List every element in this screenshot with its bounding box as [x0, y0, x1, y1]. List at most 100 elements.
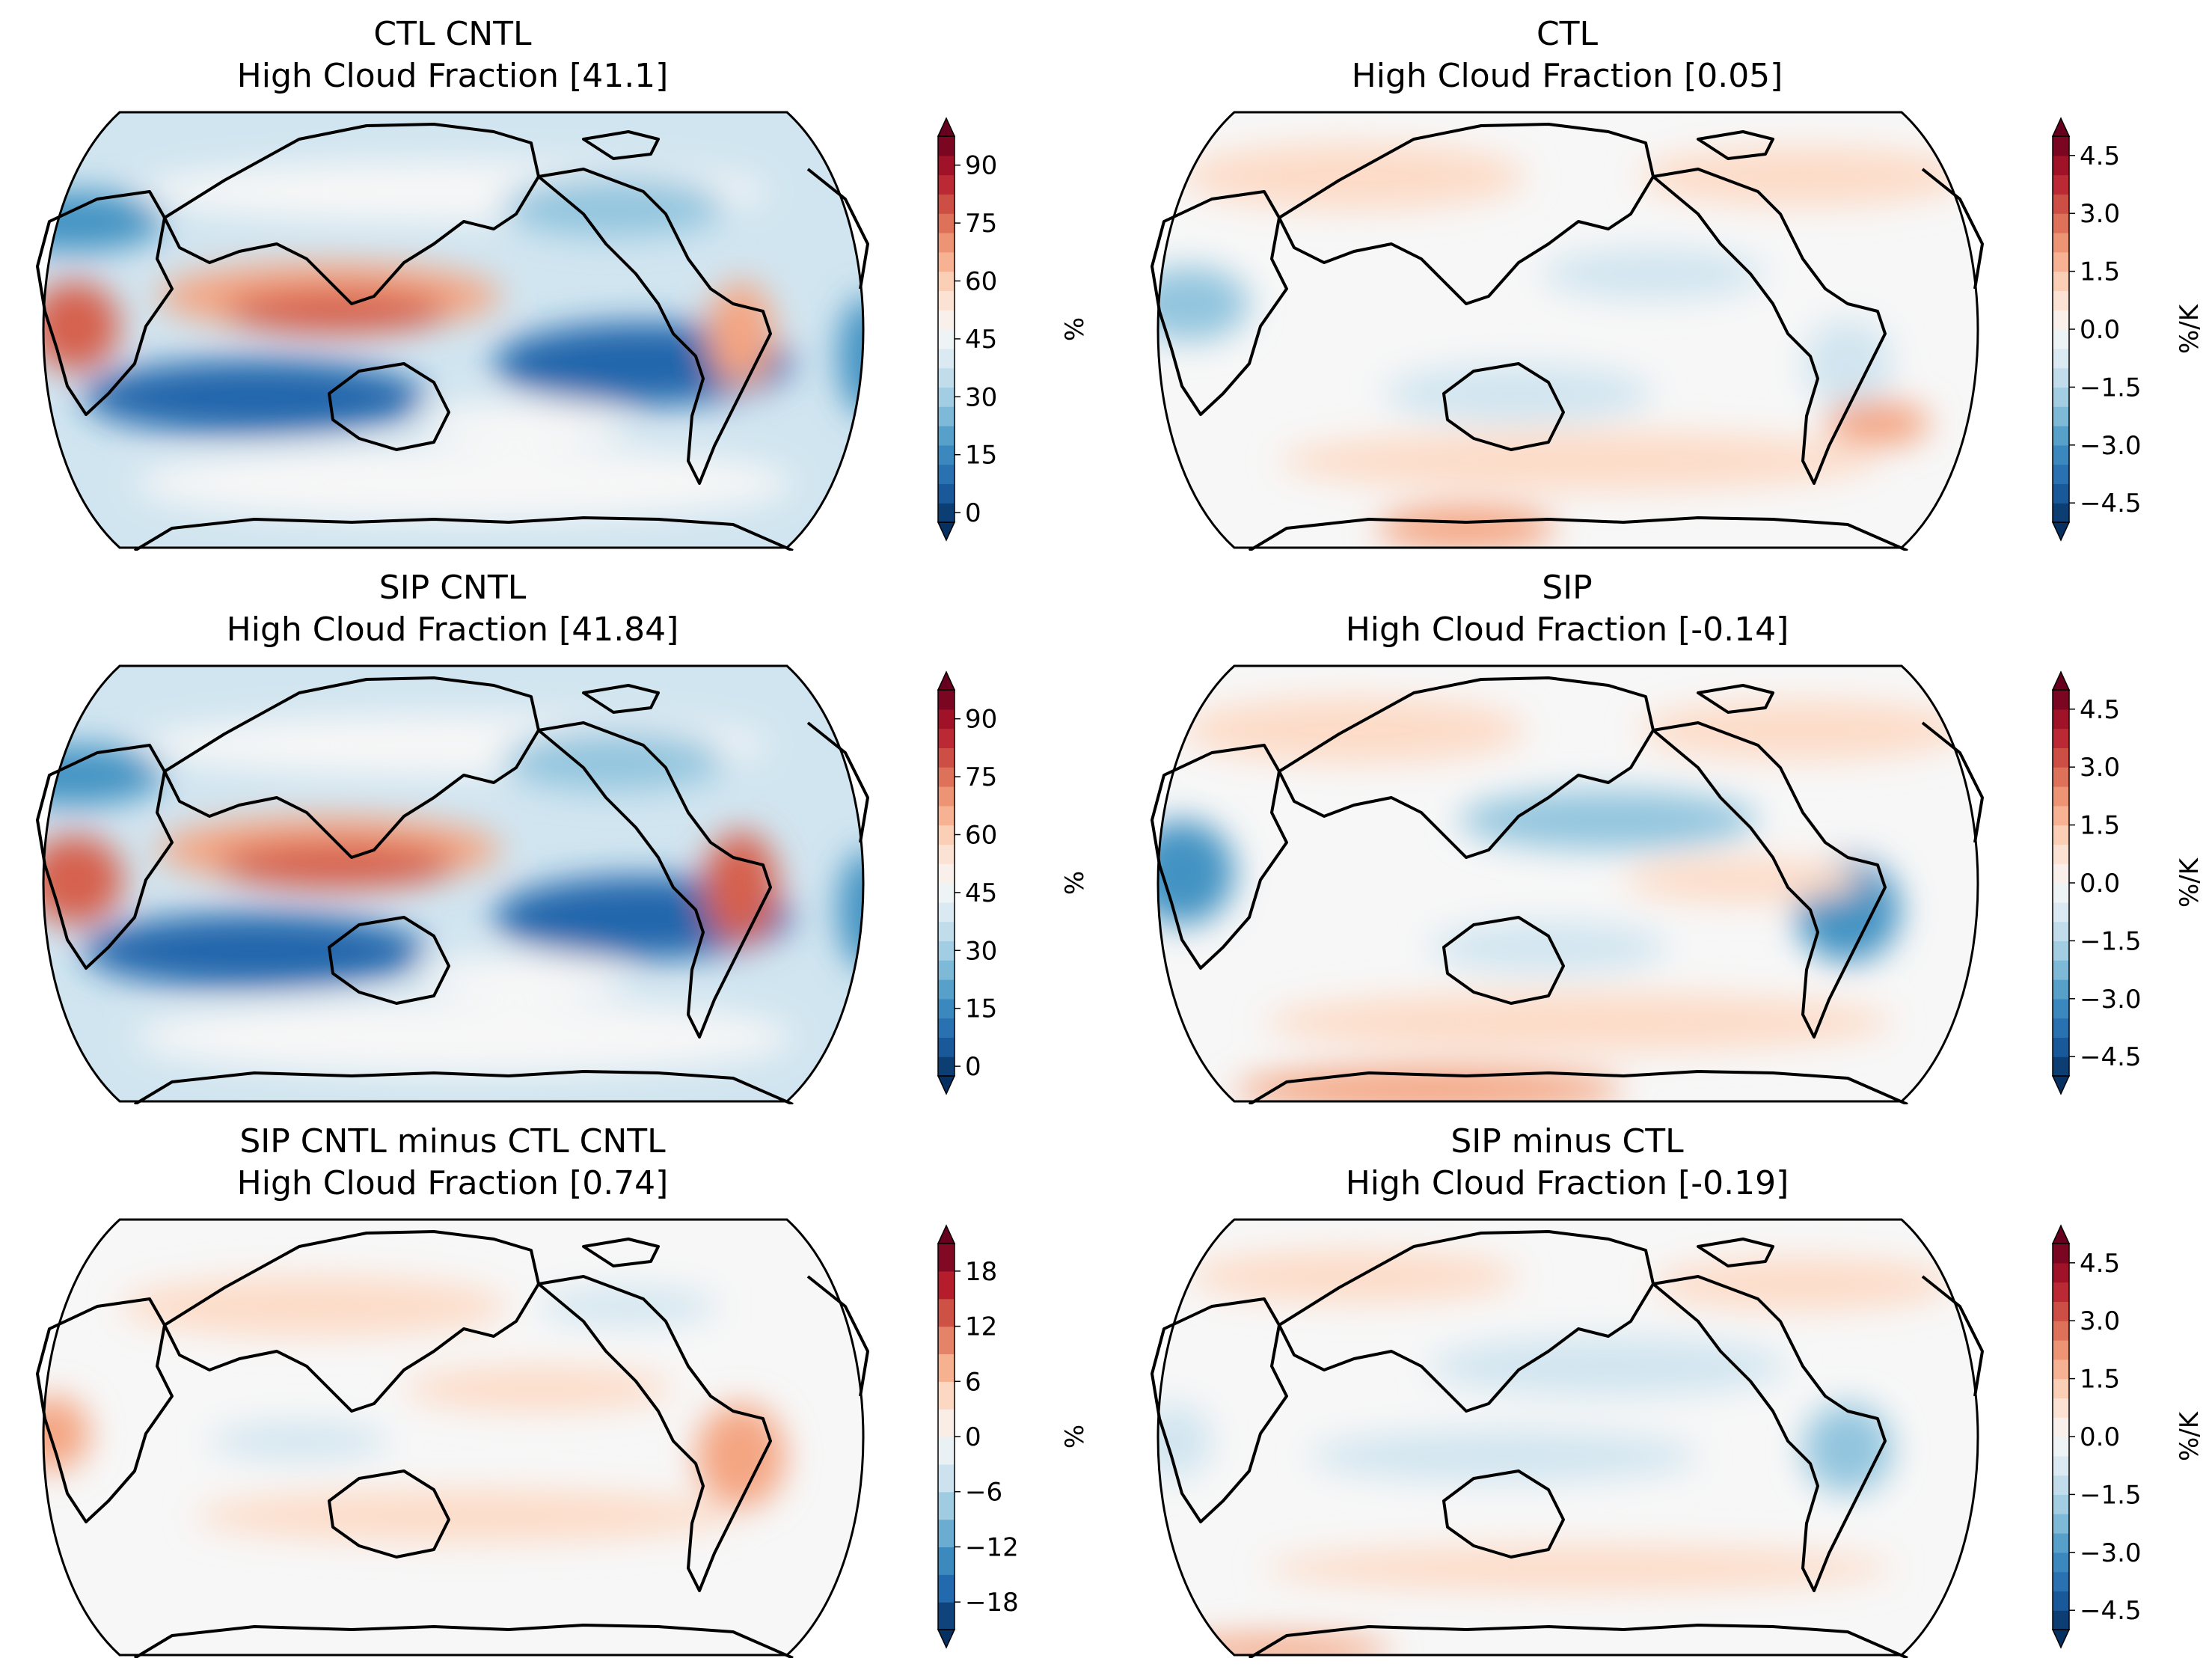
- colorbar-tick-label: 0.0: [2080, 315, 2120, 345]
- colorbar-segment: [2053, 406, 2069, 426]
- map-plot: [36, 664, 869, 1104]
- map-plot: [1151, 111, 1984, 551]
- map-plot: [1151, 664, 1984, 1104]
- panel-title: SIP High Cloud Fraction [-0.14]: [1115, 567, 2020, 651]
- colorbar-segment: [2053, 960, 2069, 980]
- colorbar-tick-label: −3.0: [2080, 431, 2142, 461]
- panel-title: SIP minus CTL High Cloud Fraction [-0.19…: [1115, 1121, 2020, 1205]
- colorbar-segment: [2053, 1321, 2069, 1341]
- panel-title: SIP CNTL High Cloud Fraction [41.84]: [0, 567, 905, 651]
- colorbar-tick-label: 15: [965, 994, 997, 1024]
- colorbar-segment: [2053, 1455, 2069, 1476]
- colorbar-segment: [938, 1354, 955, 1382]
- colorbar-segment: [2053, 844, 2069, 864]
- colorbar-tick-label: 3.0: [2080, 1306, 2120, 1336]
- colorbar-segment: [2053, 310, 2069, 330]
- panel-sip-minus-ctl: SIP minus CTL High Cloud Fraction [-0.19…: [1115, 1107, 2212, 1664]
- colorbar-segment: [938, 1491, 955, 1520]
- colorbar-segment: [2053, 1262, 2069, 1283]
- title-line-2: High Cloud Fraction [-0.19]: [1345, 1164, 1789, 1202]
- colorbar-segment: [938, 1381, 955, 1410]
- colorbar-segment: [2053, 1514, 2069, 1534]
- colorbar-segment: [938, 387, 955, 407]
- colorbar-segment: [938, 194, 955, 214]
- colorbar-segment: [938, 1409, 955, 1437]
- colorbar-segment: [2053, 329, 2069, 349]
- panel-title: SIP CNTL minus CTL CNTL High Cloud Fract…: [0, 1121, 905, 1205]
- colorbar-segment: [938, 786, 955, 807]
- colorbar-segment: [938, 136, 955, 156]
- colorbar-segment: [938, 1326, 955, 1355]
- colorbar-segment: [2053, 444, 2069, 465]
- colorbar-segment: [938, 728, 955, 748]
- colorbar-segment: [938, 503, 955, 523]
- colorbar-segment: [2053, 883, 2069, 903]
- colorbar-segment: [938, 1547, 955, 1575]
- colorbar-extend-max: [937, 1224, 956, 1244]
- colorbar-segment: [938, 271, 955, 291]
- panel-ctl: CTL High Cloud Fraction [0.05]: [1115, 0, 2212, 557]
- colorbar-tick-label: 60: [965, 267, 997, 297]
- colorbar-segment: [2053, 426, 2069, 446]
- colorbar-segment: [2053, 1591, 2069, 1611]
- colorbar-tick-label: 4.5: [2080, 695, 2120, 725]
- colorbar-tick-label: 75: [965, 762, 997, 792]
- colorbar-segment: [2053, 367, 2069, 388]
- map-plot: [36, 1218, 869, 1658]
- colorbar-tick-label: 0: [965, 1052, 981, 1082]
- colorbar-segment: [2053, 271, 2069, 291]
- colorbar-tick-label: −1.5: [2080, 926, 2142, 956]
- colorbar-tick-label: 75: [965, 209, 997, 239]
- colorbar-unit-label: %: [1060, 1425, 1090, 1449]
- colorbar-segment: [2053, 213, 2069, 233]
- colorbar-tick-label: −3.0: [2080, 1538, 2142, 1568]
- colorbar-segment: [938, 747, 955, 768]
- colorbar-extend-min: [937, 1629, 956, 1649]
- colorbar-tick-label: −1.5: [2080, 373, 2142, 403]
- colorbar-segment: [938, 1602, 955, 1630]
- colorbar-tick-label: 45: [965, 878, 997, 908]
- colorbar-segment: [2053, 1571, 2069, 1591]
- colorbar-segment: [938, 979, 955, 1000]
- colorbar-segment: [938, 998, 955, 1019]
- colorbar-tick-label: 3.0: [2080, 753, 2120, 783]
- colorbar-segment: [2053, 825, 2069, 845]
- title-line-1: SIP: [1542, 569, 1593, 607]
- colorbar-unit-label: %: [1060, 871, 1090, 895]
- colorbar-segment: [938, 367, 955, 388]
- colorbar-segment: [2053, 863, 2069, 884]
- colorbar-segment: [938, 1437, 955, 1465]
- colorbar-segment: [938, 251, 955, 272]
- colorbar-segment: [2053, 902, 2069, 923]
- colorbar-segment: [938, 1519, 955, 1548]
- colorbar-tick-label: −1.5: [2080, 1480, 2142, 1510]
- colorbar-tick-label: −3.0: [2080, 985, 2142, 1015]
- colorbar-tick-label: 4.5: [2080, 1249, 2120, 1279]
- colorbar-tick-label: 90: [965, 705, 997, 735]
- colorbar-segment: [2053, 290, 2069, 311]
- colorbar-segment: [2053, 709, 2069, 730]
- colorbar: −4.5 −3.0 −1.5 0.0 1.5 3.0 4.5 %/K: [2051, 670, 2205, 1095]
- colorbar-segment: [938, 155, 955, 176]
- colorbar-segment: [938, 690, 955, 710]
- colorbar-tick-label: 0.0: [2080, 1422, 2120, 1452]
- colorbar-tick-label: 1.5: [2080, 257, 2120, 287]
- colorbar-unit-label: %: [1060, 317, 1090, 341]
- colorbar-segment: [2053, 1037, 2069, 1057]
- colorbar-segment: [2053, 979, 2069, 1000]
- colorbar-segment: [2053, 1340, 2069, 1360]
- colorbar-segment: [2053, 1018, 2069, 1038]
- colorbar-segment: [938, 844, 955, 864]
- colorbar-segment: [938, 290, 955, 311]
- colorbar-segment: [2053, 747, 2069, 768]
- title-line-1: SIP CNTL minus CTL CNTL: [239, 1122, 666, 1160]
- colorbar-segment: [938, 825, 955, 845]
- colorbar-segment: [2053, 728, 2069, 748]
- colorbar-extend-max: [2051, 117, 2071, 137]
- colorbar-segment: [2053, 503, 2069, 523]
- panel-sip-cntl: SIP CNTL High Cloud Fraction [41.84]: [0, 554, 1092, 1110]
- colorbar-extend-min: [2051, 1629, 2071, 1649]
- colorbar-tick-label: 90: [965, 151, 997, 181]
- colorbar: −18 −12 −6 0 6 12 18%: [937, 1224, 1090, 1649]
- colorbar-tick-label: 1.5: [2080, 1365, 2120, 1395]
